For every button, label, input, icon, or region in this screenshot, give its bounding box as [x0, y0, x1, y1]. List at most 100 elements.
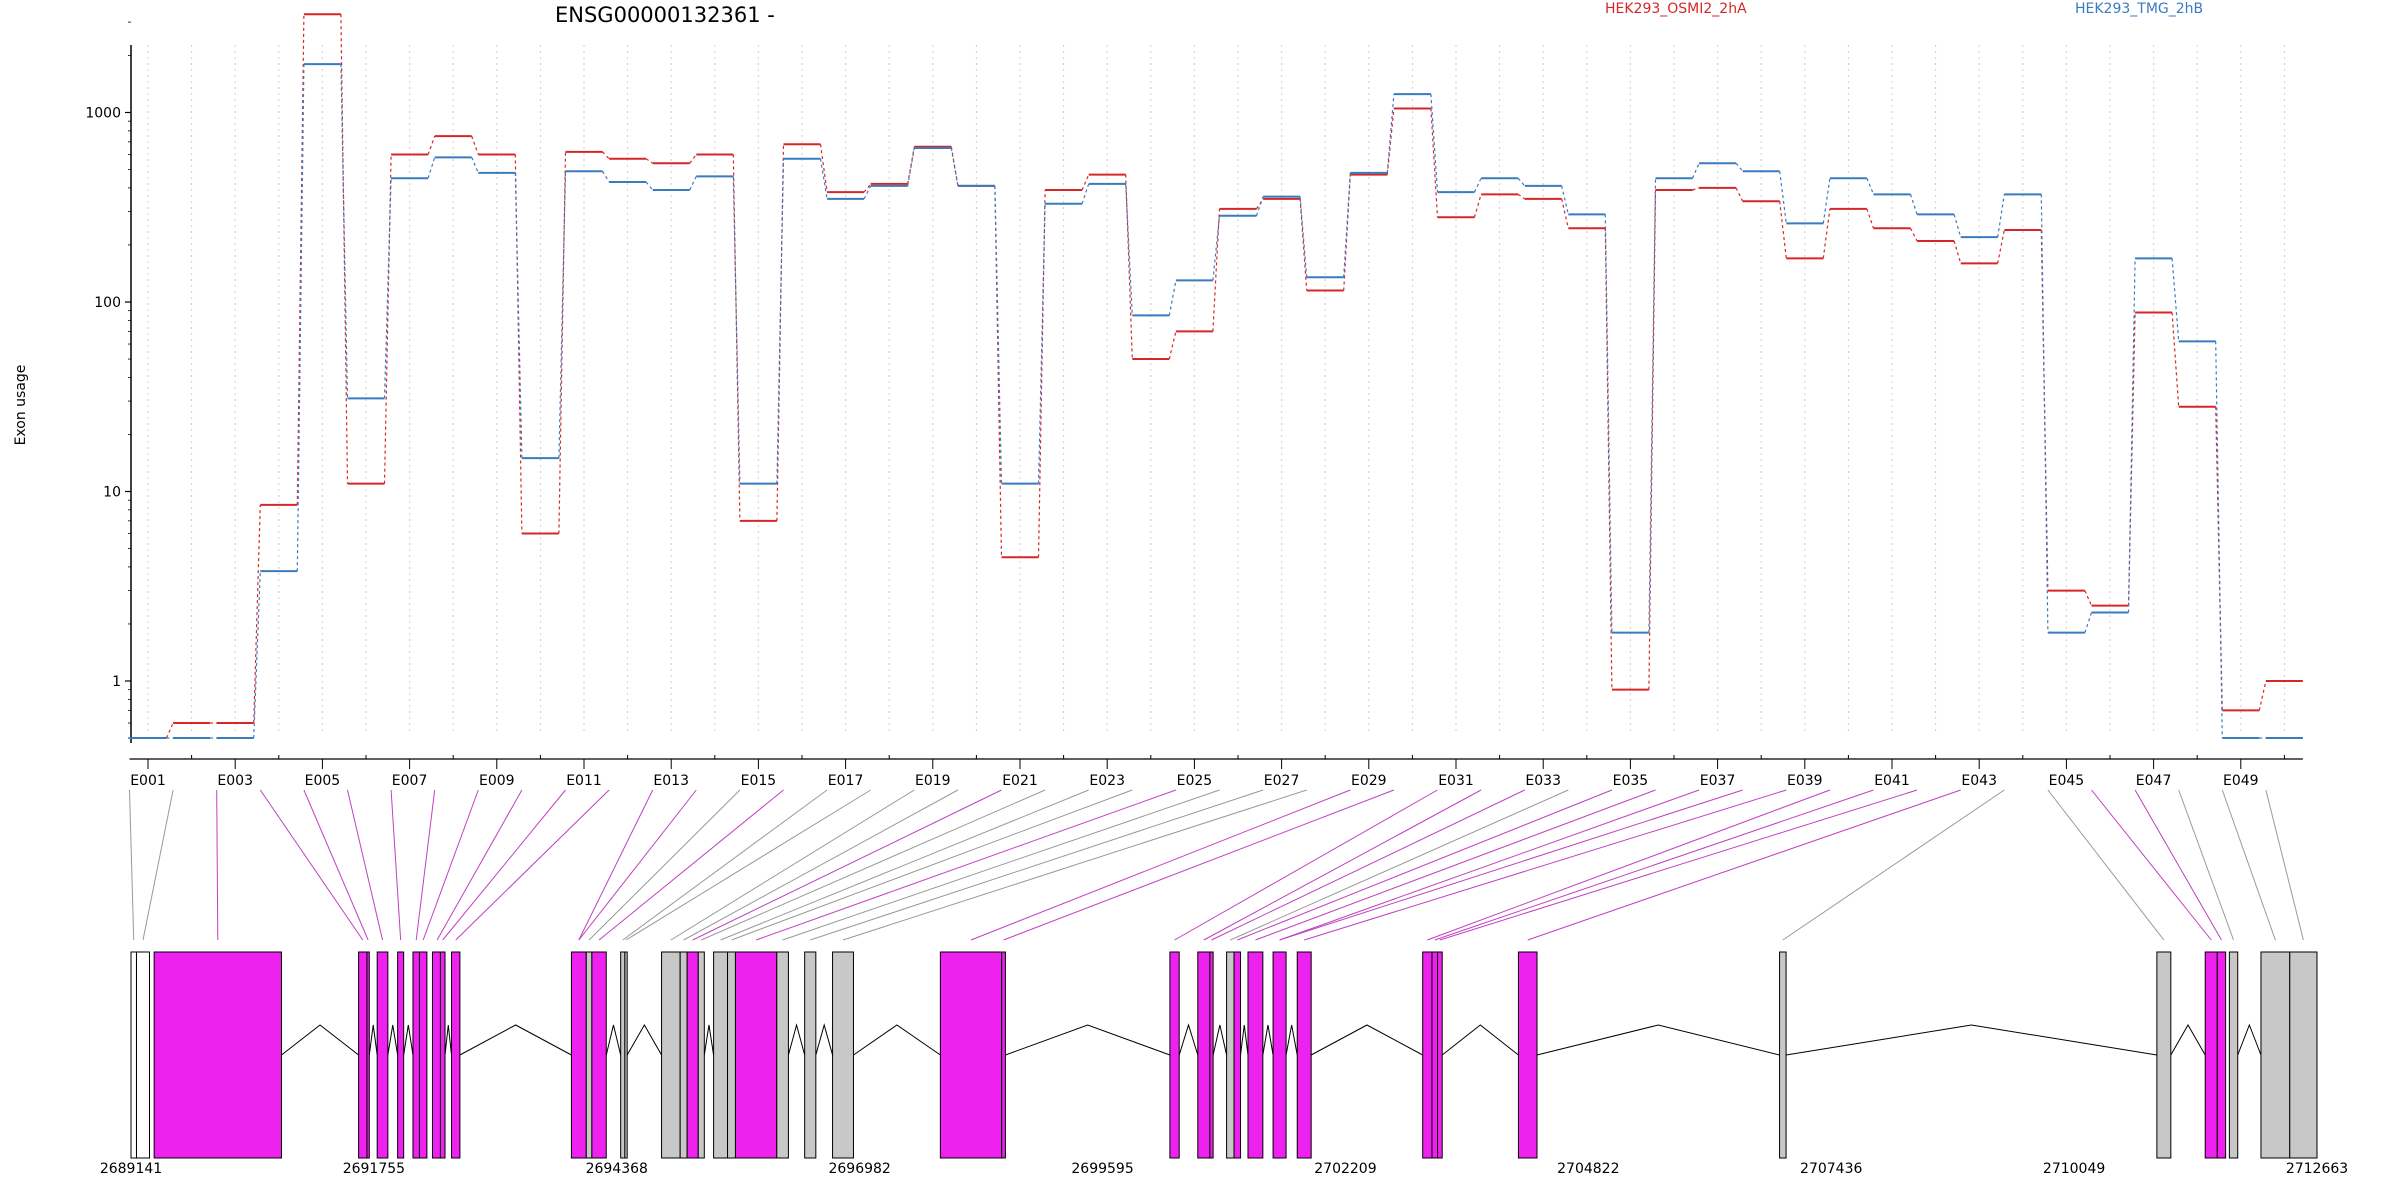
x-tick-label: E031: [1438, 773, 1474, 789]
x-tick-label: E043: [1961, 773, 1997, 789]
exon-connector: [1279, 789, 1743, 941]
series-connector: [558, 151, 567, 534]
series-connector: [601, 170, 610, 183]
x-tick-label: E035: [1613, 773, 1649, 789]
series-b: [129, 63, 2303, 740]
series-connector: [689, 176, 697, 191]
genomic-tick-label: 2691755: [343, 1161, 405, 1177]
exon-block: [439, 951, 446, 1159]
exon-block: [804, 951, 817, 1159]
series-connector: [732, 154, 741, 521]
series-connector: [2084, 590, 2093, 606]
series-connector: [1517, 177, 1526, 187]
series-connector: [994, 185, 1003, 484]
intron-line: [444, 1024, 453, 1056]
x-tick-label: E019: [915, 773, 951, 789]
series-connector: [1779, 201, 1787, 259]
exon-block: [1247, 951, 1264, 1159]
series-connector: [2258, 680, 2267, 711]
series-connector: [1125, 183, 1133, 316]
x-tick-label: E013: [653, 773, 689, 789]
exon-block: [1422, 951, 1433, 1159]
exon-block: [2156, 951, 2172, 1159]
series-connector: [1648, 178, 1657, 633]
exon-block: [1169, 951, 1180, 1159]
intron-line: [368, 1024, 378, 1056]
exon-connector: [1279, 789, 1700, 941]
series-connector: [1648, 189, 1657, 690]
series-connector: [2127, 258, 2136, 613]
exon-block: [2228, 951, 2239, 1159]
exon-block: [1197, 951, 1211, 1159]
exon-block: [1233, 951, 1242, 1159]
exon-connector: [1782, 789, 2005, 941]
intron-line: [1310, 1024, 1423, 1056]
x-tick-label: E041: [1874, 773, 1910, 789]
x-tick-label: E009: [479, 773, 515, 789]
series-connector: [819, 158, 828, 199]
exon-connector: [1255, 789, 1656, 941]
exon-connector: [588, 789, 741, 941]
exon-block: [591, 951, 607, 1159]
series-connector: [383, 178, 392, 399]
exon-block: [686, 951, 699, 1159]
y-tick-label: 1: [112, 674, 121, 690]
series-connector: [383, 154, 392, 484]
exon-block: [939, 951, 1003, 1159]
exon-connector: [1304, 789, 1787, 941]
exon-block: [412, 951, 420, 1159]
intron-line: [1005, 1024, 1171, 1056]
exon-block: [585, 951, 593, 1159]
x-tick-label: E023: [1089, 773, 1125, 789]
series-connector: [2171, 312, 2180, 407]
exon-block: [2216, 951, 2227, 1159]
series-connector: [1953, 240, 1962, 264]
series-connector: [1299, 198, 1308, 291]
series-connector: [645, 181, 654, 191]
gene-model: [130, 951, 2318, 1159]
series-a: [129, 13, 2303, 740]
genomic-tick-label: 2710049: [2043, 1161, 2105, 1177]
exon-block: [570, 951, 587, 1159]
axes: 1 10 100 1000: [85, 21, 132, 743]
exon-block: [776, 951, 789, 1159]
chart-title: ENSG00000132361 -: [555, 3, 775, 27]
x-tick-label: E025: [1177, 773, 1213, 789]
intron-line: [815, 1023, 834, 1056]
intron-line: [2237, 1023, 2262, 1056]
exon-block: [376, 951, 389, 1159]
series-connector: [1604, 214, 1613, 633]
series-connector: [2040, 194, 2049, 633]
grid-lines: [147, 45, 2285, 735]
series-connector: [950, 147, 959, 186]
exon-block: [397, 951, 405, 1159]
genomic-tick-label: 2702209: [1314, 1161, 1376, 1177]
series-connector: [1909, 227, 1918, 242]
exon-connector: [842, 789, 1307, 941]
series-connector: [1822, 208, 1831, 259]
series-connector: [1125, 174, 1133, 360]
series-connector: [1386, 94, 1395, 173]
exon-connector: [216, 789, 219, 941]
exon-connector: [810, 789, 1264, 941]
genomic-tick-label: 2696982: [828, 1161, 890, 1177]
series-connector: [1473, 194, 1482, 218]
x-tick-label: E003: [217, 773, 253, 789]
intron-line: [2170, 1023, 2206, 1056]
exon-connector: [720, 789, 1089, 941]
exon-connector: [692, 789, 1002, 941]
series-connector: [1822, 178, 1831, 224]
exon-block: [1001, 951, 1006, 1159]
exon-block: [1209, 951, 1214, 1159]
x-tick-label: E037: [1700, 773, 1736, 789]
series-connector: [1953, 214, 1962, 238]
exon-block: [661, 951, 681, 1159]
exon-connector: [1203, 789, 1482, 941]
exon-connector: [2265, 789, 2304, 941]
series-connector: [1168, 331, 1177, 360]
series-connector: [1212, 208, 1221, 332]
series-connector: [1997, 229, 2005, 264]
y-tick-label: 100: [94, 295, 121, 311]
exon-block: [451, 951, 461, 1159]
